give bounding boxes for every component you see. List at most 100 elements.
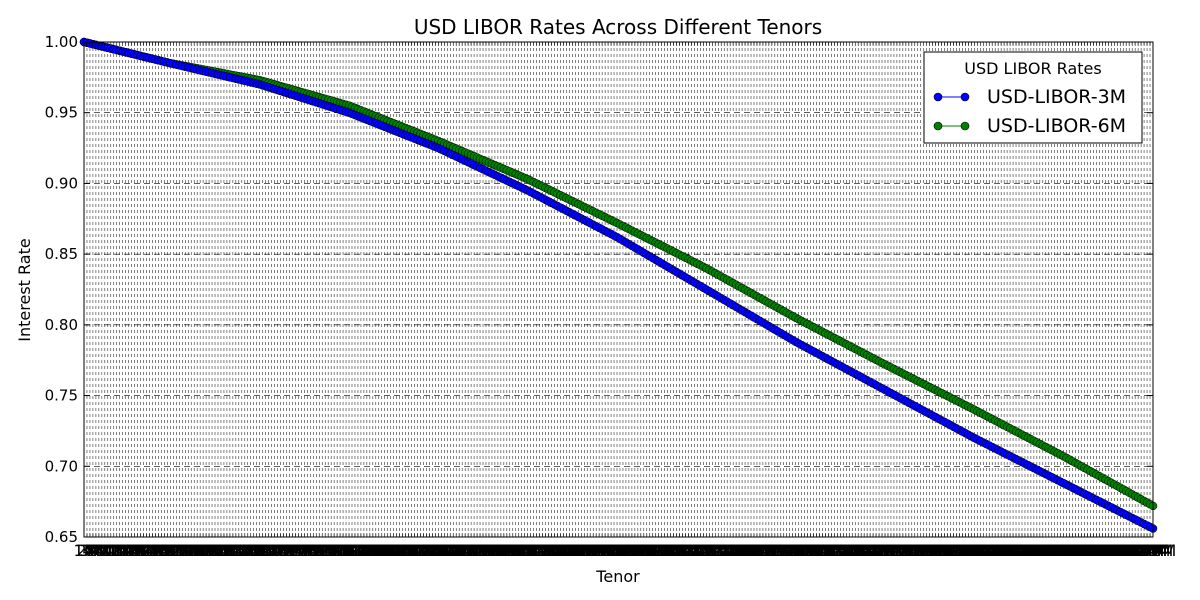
x-tick-label: 201M <box>659 541 703 560</box>
x-tick-label: 286M <box>912 541 956 560</box>
x-tick-label: 232M <box>751 541 795 560</box>
x-tick-label: 344M <box>1084 541 1128 560</box>
x-tick-label: 274M <box>876 541 920 560</box>
x-tick-label: 261M <box>837 541 881 560</box>
x-tick-label: 179M <box>593 541 637 560</box>
x-tick-label: 325M <box>1028 541 1072 560</box>
x-tick-label: 321M <box>1016 541 1060 560</box>
chart-title: USD LIBOR Rates Across Different Tenors <box>414 15 822 39</box>
x-tick-label: 125M <box>432 541 476 560</box>
x-tick-label: 184M <box>608 541 652 560</box>
x-tick-label: 164M <box>548 541 592 560</box>
x-tick-label: 114M <box>399 541 443 560</box>
x-tick-label: 290M <box>924 541 968 560</box>
x-tick-label: 203M <box>665 541 709 560</box>
x-tick-label: 316M <box>1001 541 1045 560</box>
x-tick-label: 161M <box>539 541 583 560</box>
x-axis: 1M2M3M4M5M6M7M8M9M10M11M12M13M14M15M16M1… <box>74 42 1176 560</box>
x-tick-label: 148M <box>501 541 545 560</box>
plot-frame <box>83 41 1154 538</box>
x-tick-label: 285M <box>909 541 953 560</box>
x-tick-label: 215M <box>700 541 744 560</box>
x-tick-label: 169M <box>563 541 607 560</box>
legend-entry-3m[interactable]: USD-LIBOR-3M <box>933 86 1126 108</box>
x-tick-label: 4M <box>82 541 106 560</box>
x-tick-label: 262M <box>840 541 884 560</box>
x-tick-label: 240M <box>775 541 819 560</box>
y-tick-label: 0.65 <box>45 528 78 546</box>
y-tick-label: 0.70 <box>45 457 78 475</box>
y-tick-label: 0.95 <box>45 104 78 122</box>
x-tick-label: 225M <box>730 541 774 560</box>
x-ticks <box>83 42 1154 537</box>
x-tick-label: 150M <box>507 541 551 560</box>
y-tick-label: 0.90 <box>45 174 78 192</box>
x-tick-label: 140M <box>477 541 521 560</box>
x-tick-label: 346M <box>1090 541 1134 560</box>
x-tick-label: 333M <box>1052 541 1096 560</box>
x-tick-label: 272M <box>870 541 914 560</box>
x-tick-label: 78M <box>298 541 332 560</box>
x-tick-label: 142M <box>483 541 527 560</box>
x-tick-label: 324M <box>1025 541 1069 560</box>
x-tick-label: 221M <box>718 541 762 560</box>
x-tick-label: 45M <box>199 541 233 560</box>
x-tick-label: 356M <box>1120 541 1164 560</box>
x-tick-label: 5M <box>85 541 109 560</box>
legend-marker-6m <box>933 121 943 131</box>
x-tick-label: 173M <box>575 541 619 560</box>
x-tick-label: 279M <box>891 541 935 560</box>
x-tick-label: 1M <box>74 541 98 560</box>
x-tick-label: 53M <box>223 541 257 560</box>
x-tick-label: 41M <box>187 541 221 560</box>
x-tick-label: 31M <box>158 541 192 560</box>
x-tick-label: 105M <box>373 541 417 560</box>
x-tick-label: 287M <box>915 541 959 560</box>
x-tick-label: 205M <box>670 541 714 560</box>
x-tick-label: 81M <box>306 541 340 560</box>
x-tick-label: 178M <box>590 541 634 560</box>
x-tick-label: 192M <box>632 541 676 560</box>
x-tick-label: 170M <box>566 541 610 560</box>
x-tick-label: 186M <box>614 541 658 560</box>
x-tick-label: 259M <box>831 541 875 560</box>
x-tick-label: 220M <box>715 541 759 560</box>
x-tick-label: 351M <box>1105 541 1149 560</box>
x-tick-label: 308M <box>977 541 1021 560</box>
x-tick-label: 109M <box>385 541 429 560</box>
x-tick-label: 252M <box>810 541 854 560</box>
x-tick-label: 57M <box>235 541 269 560</box>
x-tick-label: 348M <box>1096 541 1140 560</box>
x-tick-label: 43M <box>193 541 227 560</box>
x-tick-label: 55M <box>229 541 263 560</box>
x-tick-label: 144M <box>489 541 533 560</box>
legend[interactable]: USD LIBOR Rates USD-LIBOR-3M USD-LIBOR-6… <box>923 51 1143 144</box>
x-tick-label: 84M <box>315 541 349 560</box>
x-tick-label: 263M <box>843 541 887 560</box>
x-tick-label: 77M <box>295 541 329 560</box>
x-tick-label: 64M <box>256 541 290 560</box>
x-tick-label: 156M <box>525 541 569 560</box>
x-tick-label: 100M <box>358 541 402 560</box>
x-tick-label: 94M <box>345 541 379 560</box>
x-tick-label: 163M <box>545 541 589 560</box>
x-tick-label: 24M <box>137 541 171 560</box>
x-tick-label: 13M <box>104 541 138 560</box>
x-tick-label: 116M <box>405 541 449 560</box>
x-tick-label: 312M <box>989 541 1033 560</box>
legend-entry-6m[interactable]: USD-LIBOR-6M <box>933 115 1126 137</box>
x-tick-label: 224M <box>727 541 771 560</box>
legend-marker-3m <box>933 92 943 102</box>
x-tick-label: 343M <box>1081 541 1125 560</box>
x-tick-label: 138M <box>471 541 515 560</box>
x-tick-label: 66M <box>262 541 296 560</box>
x-tick-label: 143M <box>486 541 530 560</box>
x-axis-label: Tenor <box>595 567 640 586</box>
x-tick-label: 307M <box>974 541 1018 560</box>
x-tick-label: 235M <box>760 541 804 560</box>
x-tick-label: 14M <box>107 541 141 560</box>
x-tick-label: 226M <box>733 541 777 560</box>
x-tick-label: 27M <box>146 541 180 560</box>
x-tick-label: 154M <box>519 541 563 560</box>
x-tick-label: 233M <box>754 541 798 560</box>
